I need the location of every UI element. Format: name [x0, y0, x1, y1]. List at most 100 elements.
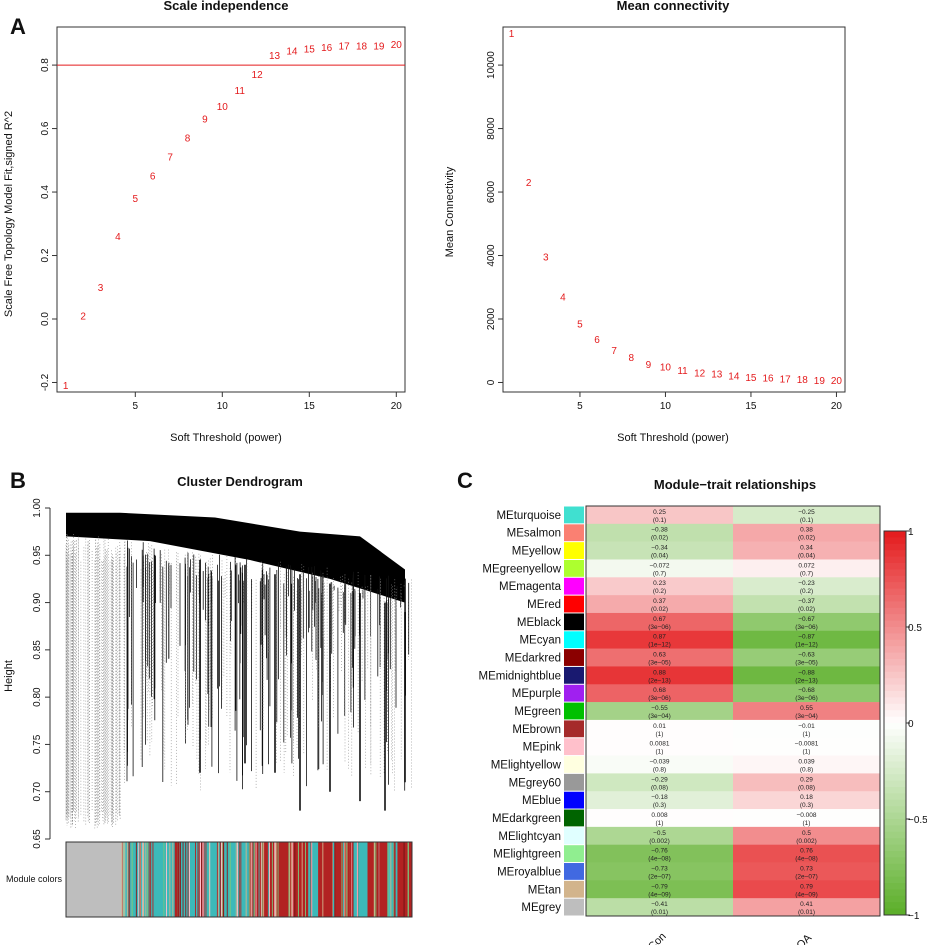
data-point-label: 8: [185, 134, 191, 145]
cell-pvalue: (1e−12): [648, 642, 671, 649]
colorbar-segment: [884, 659, 906, 666]
cell-correlation: −0.039: [649, 758, 669, 765]
cell-pvalue: (1): [656, 820, 664, 827]
module-color-stripe: [201, 842, 203, 917]
module-color-stripe: [310, 842, 312, 917]
module-color-stripe: [237, 842, 238, 917]
module-color-stripe: [348, 842, 350, 917]
cell-correlation: −0.38: [651, 527, 668, 534]
module-color-stripe: [182, 842, 184, 917]
x-tick-label: 15: [745, 401, 757, 412]
module-label: MEsalmon: [507, 528, 561, 540]
cell-pvalue: (0.1): [800, 517, 813, 524]
heatmap-cell: [733, 612, 880, 632]
module-color-stripe: [344, 842, 346, 917]
module-label: MEgrey: [521, 902, 561, 914]
heatmap-cell: [733, 559, 880, 578]
cell-pvalue: (2e−13): [648, 677, 671, 684]
colorbar-segment: [884, 742, 906, 750]
module-color-stripe: [255, 842, 257, 917]
cell-correlation: 0.73: [800, 865, 813, 872]
cell-correlation: −0.25: [798, 509, 815, 516]
cell-pvalue: (3e−06): [648, 624, 671, 631]
heatmap-cell: [733, 737, 880, 756]
data-point-label: 3: [543, 253, 549, 264]
column-label: Con: [646, 930, 669, 945]
cell-correlation: −0.29: [651, 776, 668, 783]
colorbar-segment: [884, 575, 906, 583]
data-point-label: 15: [304, 45, 316, 56]
module-color-stripe: [221, 842, 223, 917]
cell-correlation: −0.68: [798, 687, 815, 694]
heatmap-cell: [586, 559, 733, 578]
module-label: MEblue: [522, 795, 561, 807]
cell-pvalue: (4e−09): [795, 891, 818, 898]
module-color-stripe: [407, 842, 409, 917]
module-trait-heatmap: Module−trait relationships MEturquoise 0.…: [479, 477, 927, 945]
colorbar-segment: [884, 780, 906, 788]
cell-pvalue: (4e−08): [795, 856, 818, 863]
y-tick-label: 0.95: [32, 545, 43, 565]
module-color-stripe: [177, 842, 179, 917]
colorbar-segment: [884, 582, 906, 590]
heatmap-cell: [586, 880, 733, 899]
module-color-swatch: [564, 666, 584, 684]
y-tick-label: 1.00: [32, 498, 43, 518]
module-color-stripe: [123, 842, 125, 917]
data-point-label: 9: [202, 115, 208, 126]
data-point-label: 13: [711, 370, 723, 381]
colorbar-segment: [884, 889, 906, 897]
cell-pvalue: (1): [803, 749, 811, 756]
data-point-label: 2: [526, 178, 532, 189]
module-color-stripe: [269, 842, 270, 917]
heatmap-cell: [586, 612, 733, 632]
module-color-stripe: [172, 842, 174, 917]
module-color-stripe: [197, 842, 199, 917]
colorbar-segment: [884, 639, 906, 647]
cell-correlation: 0.072: [798, 562, 815, 569]
module-color-stripe: [164, 842, 166, 917]
module-color-stripe: [394, 842, 396, 917]
module-color-stripe: [138, 842, 140, 917]
module-color-swatch: [564, 720, 584, 738]
colorbar-segment: [884, 678, 906, 686]
x-tick-label: 10: [660, 401, 672, 412]
module-label: MElightyellow: [491, 759, 562, 771]
cell-correlation: −0.41: [651, 901, 668, 908]
cell-pvalue: (0.3): [800, 802, 813, 809]
heatmap-cell: [733, 898, 880, 917]
cell-correlation: −0.63: [798, 652, 815, 659]
y-tick-label: 0.85: [32, 640, 43, 660]
colorbar-segment: [884, 716, 906, 724]
heatmap-cell: [733, 880, 880, 899]
data-point-label: 7: [167, 153, 173, 164]
module-color-stripe: [249, 842, 251, 917]
colorbar-segment: [884, 531, 906, 538]
x-axis-label: Soft Threshold (power): [170, 432, 282, 444]
module-color-block: [352, 842, 368, 917]
module-color-stripe: [195, 842, 196, 917]
module-color-stripe: [229, 842, 231, 917]
module-label: MEpurple: [512, 688, 561, 700]
cell-correlation: 0.01: [653, 723, 666, 730]
colorbar-segment: [884, 735, 906, 743]
plot-frame: [56, 26, 406, 393]
colorbar-segment: [884, 665, 906, 673]
cell-pvalue: (0.8): [653, 766, 666, 773]
module-color-stripe: [263, 842, 265, 917]
colorbar-segment: [884, 838, 906, 846]
module-label: MEturquoise: [496, 510, 561, 522]
cell-pvalue: (0.01): [651, 909, 668, 916]
data-point-label: 4: [560, 292, 566, 303]
cell-pvalue: (3e−05): [648, 660, 671, 667]
data-point-label: 6: [594, 335, 600, 346]
module-label: MEroyalblue: [497, 866, 561, 878]
data-point-label: 20: [831, 376, 843, 387]
module-color-stripe: [389, 842, 391, 917]
module-color-stripe: [352, 842, 354, 917]
colorbar-segment: [884, 537, 906, 545]
module-color-stripe: [376, 842, 378, 917]
module-color-stripe: [130, 842, 131, 917]
module-color-stripe: [291, 842, 293, 917]
colorbar-segment: [884, 876, 906, 884]
